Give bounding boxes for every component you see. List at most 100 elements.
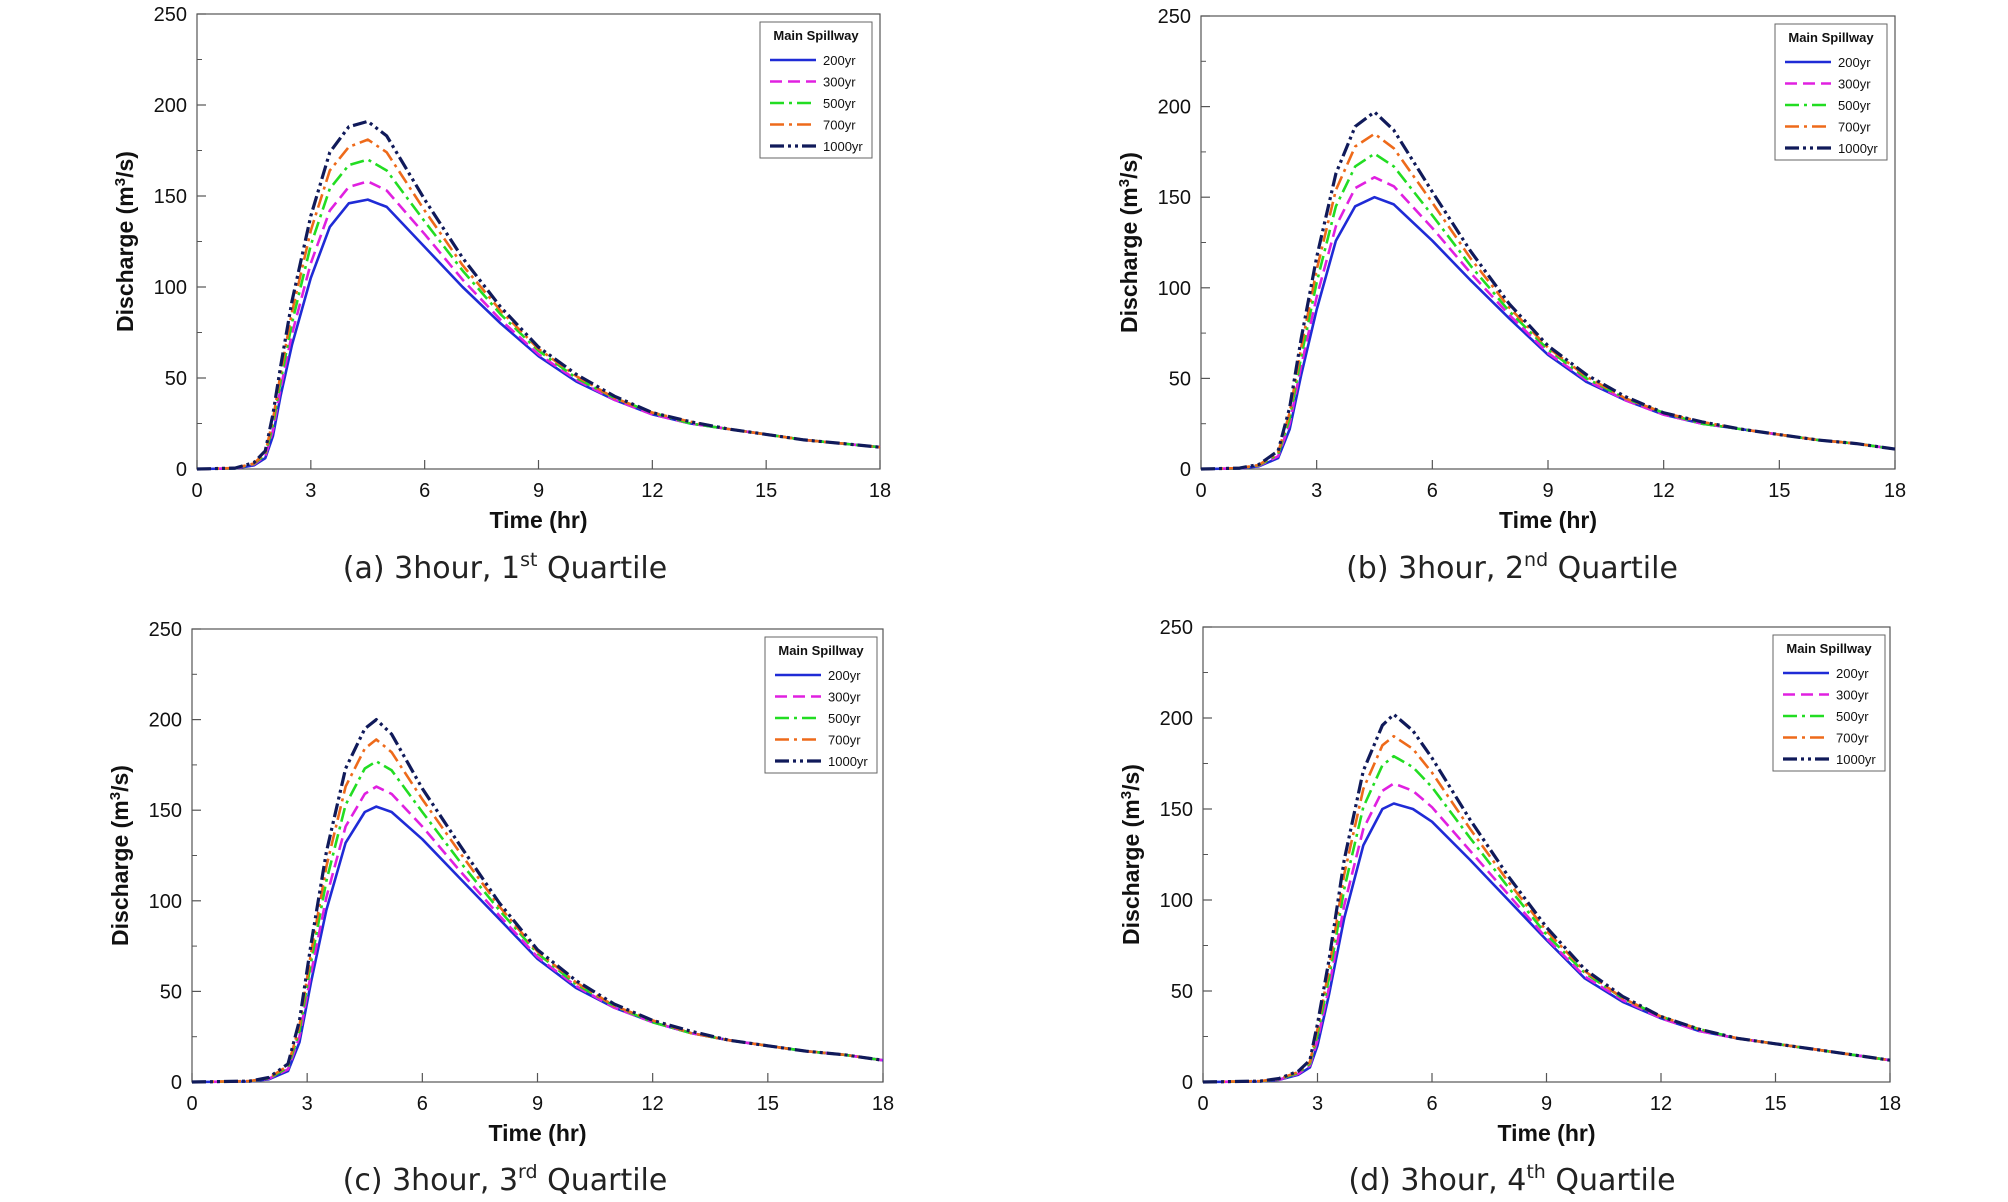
x-tick-label: 12 [641, 480, 663, 502]
legend-title: Main Spillway [778, 643, 864, 658]
series-line-1000yr [191, 717, 884, 1084]
y-tick-label: 100 [149, 891, 182, 913]
y-axis-label: Discharge (m3/s) [1118, 764, 1145, 945]
x-tick-label: 9 [1542, 480, 1553, 502]
legend-label-700yr: 700yr [1838, 120, 1871, 135]
legend-label-200yr: 200yr [1836, 666, 1869, 681]
x-tick-label: 18 [872, 1093, 894, 1115]
series-line-700yr [1200, 132, 1896, 471]
x-tick-label: 18 [869, 480, 891, 502]
panel-caption: (b) 3hour, 2nd Quartile [1346, 549, 1678, 586]
x-tick-label: 6 [1427, 480, 1438, 502]
x-tick-label: 9 [532, 1093, 543, 1115]
x-tick-label: 0 [1195, 480, 1206, 502]
legend-box [759, 21, 873, 159]
x-tick-label: 9 [533, 480, 544, 502]
legend-label-1000yr: 1000yr [823, 139, 863, 154]
x-tick-label: 18 [1884, 480, 1906, 502]
chart-panel-1: 0 3 6 9 12 15 18 0 50 100 150 200 250 Time (hr) Discha… [112, 4, 892, 586]
y-tick-label: 250 [149, 619, 182, 641]
y-tick-label: 200 [1158, 97, 1191, 119]
x-tick-label: 3 [302, 1093, 313, 1115]
legend-label-300yr: 300yr [1838, 77, 1871, 92]
legend-label-200yr: 200yr [1838, 55, 1871, 70]
series-line-500yr [1200, 152, 1896, 471]
x-tick-label: 15 [755, 480, 777, 502]
panel-caption: (c) 3hour, 3rd Quartile [343, 1161, 668, 1198]
legend-label-300yr: 300yr [828, 690, 861, 705]
legend: Main Spillway 200yr 300yr 500yr 700yr 1000yr [1774, 23, 1888, 161]
y-tick-label: 200 [154, 95, 187, 117]
x-tick-label: 9 [1541, 1093, 1552, 1115]
y-tick-label: 150 [1158, 187, 1191, 209]
series-line-700yr [196, 138, 881, 471]
y-axis-label: Discharge (m3/s) [1116, 152, 1143, 333]
x-tick-label: 3 [1311, 480, 1322, 502]
chart-panel-4: 0 3 6 9 12 15 18 0 50 100 150 200 250 Time (hr) Discha… [1118, 617, 1902, 1198]
y-tick-label: 0 [176, 459, 187, 481]
x-tick-label: 12 [642, 1093, 664, 1115]
legend-title: Main Spillway [773, 28, 859, 43]
x-axis-label: Time (hr) [489, 1120, 587, 1146]
y-tick-label: 0 [1182, 1072, 1193, 1094]
x-tick-label: 0 [191, 480, 202, 502]
legend-label-500yr: 500yr [1836, 709, 1869, 724]
panel-caption: (d) 3hour, 4th Quartile [1348, 1161, 1675, 1198]
x-tick-label: 6 [1426, 1093, 1437, 1115]
y-tick-label: 200 [149, 710, 182, 732]
legend-title: Main Spillway [1788, 30, 1874, 45]
legend-label-300yr: 300yr [1836, 688, 1869, 703]
x-tick-label: 3 [305, 480, 316, 502]
x-tick-label: 6 [419, 480, 430, 502]
legend-title: Main Spillway [1786, 641, 1872, 656]
legend-label-500yr: 500yr [1838, 98, 1871, 113]
y-tick-label: 150 [154, 186, 187, 208]
series-line-300yr [196, 180, 881, 471]
y-tick-label: 50 [160, 981, 182, 1003]
y-tick-label: 200 [1160, 708, 1193, 730]
series-line-200yr [191, 805, 884, 1084]
series-line-200yr [196, 198, 881, 471]
legend-label-1000yr: 1000yr [1836, 752, 1876, 767]
legend-label-200yr: 200yr [823, 53, 856, 68]
legend-box [1774, 23, 1888, 161]
legend-label-500yr: 500yr [823, 96, 856, 111]
y-tick-label: 150 [149, 800, 182, 822]
y-tick-label: 100 [154, 277, 187, 299]
series-line-1000yr [1202, 712, 1891, 1084]
x-tick-label: 15 [1764, 1093, 1786, 1115]
x-tick-label: 0 [186, 1093, 197, 1115]
series-line-1000yr [1200, 110, 1896, 471]
x-tick-label: 3 [1312, 1093, 1323, 1115]
y-tick-label: 250 [154, 4, 187, 26]
series-line-200yr [1200, 195, 1896, 471]
x-tick-label: 6 [417, 1093, 428, 1115]
x-tick-label: 15 [757, 1093, 779, 1115]
y-tick-label: 150 [1160, 799, 1193, 821]
x-tick-label: 12 [1650, 1093, 1672, 1115]
y-tick-label: 50 [1171, 981, 1193, 1003]
legend-label-500yr: 500yr [828, 711, 861, 726]
x-tick-label: 12 [1653, 480, 1675, 502]
legend: Main Spillway 200yr 300yr 500yr 700yr 1000yr [1772, 634, 1886, 772]
legend-label-300yr: 300yr [823, 75, 856, 90]
series-line-500yr [1202, 754, 1891, 1084]
x-axis-label: Time (hr) [490, 507, 588, 533]
series-line-200yr [1202, 802, 1891, 1084]
y-tick-label: 100 [1160, 890, 1193, 912]
x-axis-label: Time (hr) [1498, 1120, 1596, 1146]
legend-box [764, 636, 878, 774]
y-axis-label: Discharge (m3/s) [107, 765, 134, 946]
y-tick-label: 0 [171, 1072, 182, 1094]
legend-label-200yr: 200yr [828, 668, 861, 683]
x-tick-label: 15 [1768, 480, 1790, 502]
legend-label-700yr: 700yr [828, 733, 861, 748]
x-tick-label: 18 [1879, 1093, 1901, 1115]
x-tick-label: 0 [1197, 1093, 1208, 1115]
y-tick-label: 250 [1160, 617, 1193, 639]
y-tick-label: 0 [1180, 459, 1191, 481]
y-tick-label: 100 [1158, 278, 1191, 300]
x-axis-label: Time (hr) [1499, 507, 1597, 533]
